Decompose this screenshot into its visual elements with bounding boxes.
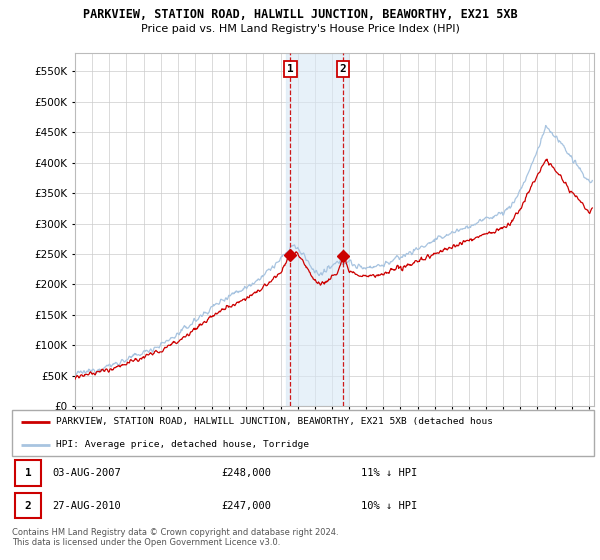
Text: PARKVIEW, STATION ROAD, HALWILL JUNCTION, BEAWORTHY, EX21 5XB: PARKVIEW, STATION ROAD, HALWILL JUNCTION… — [83, 8, 517, 21]
Text: PARKVIEW, STATION ROAD, HALWILL JUNCTION, BEAWORTHY, EX21 5XB (detached hous: PARKVIEW, STATION ROAD, HALWILL JUNCTION… — [56, 417, 493, 427]
Text: 27-AUG-2010: 27-AUG-2010 — [53, 501, 121, 511]
Text: £247,000: £247,000 — [221, 501, 272, 511]
Text: HPI: Average price, detached house, Torridge: HPI: Average price, detached house, Torr… — [56, 440, 308, 450]
Text: £248,000: £248,000 — [221, 468, 272, 478]
Bar — [15, 460, 41, 486]
Text: 2: 2 — [25, 501, 31, 511]
Text: 1: 1 — [287, 64, 294, 74]
Text: Price paid vs. HM Land Registry's House Price Index (HPI): Price paid vs. HM Land Registry's House … — [140, 24, 460, 34]
Bar — [286, 53, 348, 406]
Text: 03-AUG-2007: 03-AUG-2007 — [53, 468, 121, 478]
Bar — [15, 493, 41, 519]
Text: Contains HM Land Registry data © Crown copyright and database right 2024.
This d: Contains HM Land Registry data © Crown c… — [12, 528, 338, 547]
Text: 2: 2 — [340, 64, 346, 74]
Text: 1: 1 — [25, 468, 31, 478]
Text: 11% ↓ HPI: 11% ↓ HPI — [361, 468, 418, 478]
Text: 10% ↓ HPI: 10% ↓ HPI — [361, 501, 418, 511]
